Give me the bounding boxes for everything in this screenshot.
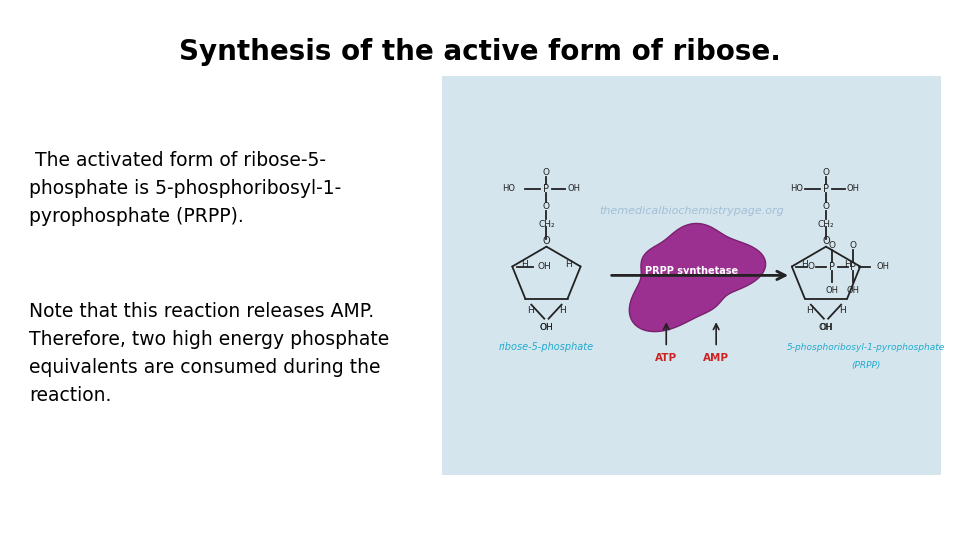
Text: ribose-5-phosphate: ribose-5-phosphate [499,342,594,352]
Text: OH: OH [826,287,838,295]
Text: OH: OH [819,323,832,332]
Text: O: O [542,236,550,246]
Text: 5-phosphoribosyl-1-pyrophosphate: 5-phosphoribosyl-1-pyrophosphate [787,343,945,352]
Text: O: O [823,202,829,211]
Text: HO: HO [502,184,516,193]
Text: O: O [828,241,835,250]
Text: O: O [807,262,814,271]
Text: H: H [559,306,566,315]
Text: HO: HO [790,184,803,193]
Text: OH: OH [847,184,860,193]
Text: Synthesis of the active form of ribose.: Synthesis of the active form of ribose. [180,38,780,66]
Text: PRPP synthetase: PRPP synthetase [644,266,738,276]
Text: (PRPP): (PRPP) [852,361,880,370]
Text: P: P [543,184,549,194]
Text: H: H [806,306,813,315]
Text: The activated form of ribose-5-
phosphate is 5-phosphoribosyl-1-
pyrophosphate (: The activated form of ribose-5- phosphat… [29,151,341,226]
Text: H: H [527,306,534,315]
Text: H: H [801,260,807,269]
Text: OH: OH [876,262,889,271]
Text: themedicalbiochemistrypage.org: themedicalbiochemistrypage.org [599,206,783,217]
Text: O: O [822,236,829,246]
Text: O: O [850,241,856,250]
Text: H: H [845,260,852,269]
Text: H: H [521,260,528,269]
Text: H: H [839,306,846,315]
Text: P: P [828,261,835,272]
Text: CH₂: CH₂ [539,220,555,229]
Text: Note that this reaction releases AMP.
Therefore, two high energy phosphate
equiv: Note that this reaction releases AMP. Th… [29,302,389,406]
Text: P: P [850,261,855,272]
Text: OH: OH [567,184,581,193]
Text: OH: OH [540,323,554,332]
Text: OH: OH [819,323,833,332]
Text: OH: OH [538,262,551,271]
Text: O: O [543,168,550,177]
Polygon shape [630,224,766,332]
Text: O: O [543,202,550,211]
Text: AMP: AMP [703,353,730,363]
Text: CH₂: CH₂ [818,220,834,229]
Text: OH: OH [540,323,553,332]
FancyBboxPatch shape [442,76,941,475]
Text: O: O [823,168,829,177]
Text: H: H [564,260,571,269]
Text: P: P [823,184,829,194]
Text: ATP: ATP [655,353,678,363]
Text: OH: OH [846,287,859,295]
